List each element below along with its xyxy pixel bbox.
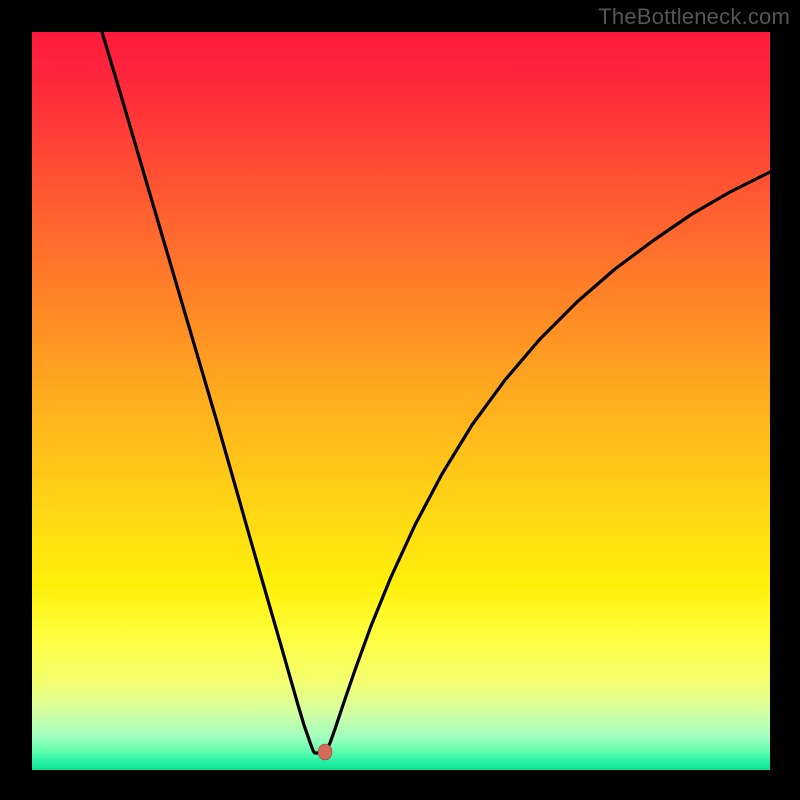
- optimal-point-marker: [318, 744, 332, 760]
- plot-svg: [32, 32, 770, 770]
- gradient-background: [32, 32, 770, 770]
- plot-area: [32, 32, 770, 770]
- watermark-label: TheBottleneck.com: [598, 4, 790, 30]
- chart-container: TheBottleneck.com: [0, 0, 800, 800]
